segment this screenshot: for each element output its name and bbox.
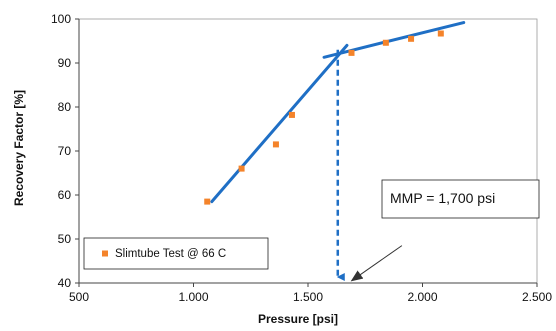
x-tick-label: 500 [69, 290, 89, 304]
y-tick-label: 60 [58, 188, 72, 202]
data-point [288, 111, 295, 118]
data-point [272, 141, 279, 148]
legend: Slimtube Test @ 66 C [83, 237, 269, 270]
legend-label: Slimtube Test @ 66 C [115, 248, 226, 260]
annotation-text: MMP = 1,700 psi [390, 190, 495, 206]
data-point [204, 198, 211, 205]
trend-lines [210, 21, 466, 204]
x-tick-label: 2.000 [407, 290, 437, 304]
trend-line [210, 43, 349, 204]
y-axis-title: Recovery Factor [%] [12, 90, 26, 206]
trend-line [322, 21, 466, 59]
mmp-annotation: MMP = 1,700 psi [350, 179, 540, 282]
annotation-arrow [350, 245, 403, 282]
y-tick-label: 80 [58, 100, 72, 114]
x-tick-label: 1.500 [293, 290, 323, 304]
y-tick-label: 100 [51, 12, 71, 26]
y-tick-label: 50 [58, 232, 72, 246]
y-tick-label: 70 [58, 144, 72, 158]
x-tick-label: 1.000 [178, 290, 208, 304]
data-point [437, 30, 444, 37]
data-point [382, 39, 389, 46]
legend-box [83, 237, 269, 270]
data-point [348, 49, 355, 56]
annotation-box [381, 179, 540, 219]
data-point [408, 35, 415, 42]
y-tick-label: 90 [58, 56, 72, 70]
data-points [204, 30, 444, 205]
x-axis-title: Pressure [psi] [258, 312, 338, 326]
legend-marker [102, 250, 108, 257]
data-point [238, 165, 245, 172]
ticks: 500 1.000 1.500 2.000 2.500 40 50 60 70 80 90 100 [51, 12, 552, 304]
x-tick-label: 2.500 [522, 290, 552, 304]
y-tick-label: 40 [58, 276, 72, 290]
